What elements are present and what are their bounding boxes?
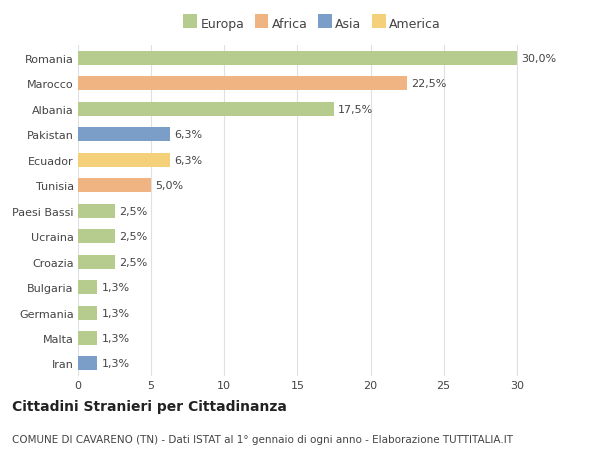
Bar	[78, 357, 97, 371]
Text: 17,5%: 17,5%	[338, 105, 374, 114]
Text: 1,3%: 1,3%	[101, 308, 130, 318]
Bar	[78, 51, 517, 66]
Text: 6,3%: 6,3%	[175, 155, 203, 165]
Text: 1,3%: 1,3%	[101, 358, 130, 369]
Text: 2,5%: 2,5%	[119, 257, 147, 267]
Text: 1,3%: 1,3%	[101, 333, 130, 343]
Bar	[78, 128, 170, 142]
Bar	[78, 102, 334, 117]
Text: 2,5%: 2,5%	[119, 232, 147, 241]
Bar	[78, 331, 97, 345]
Text: COMUNE DI CAVARENO (TN) - Dati ISTAT al 1° gennaio di ogni anno - Elaborazione T: COMUNE DI CAVARENO (TN) - Dati ISTAT al …	[12, 434, 513, 444]
Bar	[78, 204, 115, 218]
Bar	[78, 306, 97, 320]
Legend: Europa, Africa, Asia, America: Europa, Africa, Asia, America	[181, 15, 443, 33]
Bar	[78, 280, 97, 294]
Text: 2,5%: 2,5%	[119, 206, 147, 216]
Text: 22,5%: 22,5%	[412, 79, 447, 89]
Text: 5,0%: 5,0%	[155, 181, 184, 190]
Bar	[78, 77, 407, 91]
Text: 6,3%: 6,3%	[175, 130, 203, 140]
Bar	[78, 179, 151, 193]
Text: 30,0%: 30,0%	[521, 54, 556, 64]
Text: Cittadini Stranieri per Cittadinanza: Cittadini Stranieri per Cittadinanza	[12, 399, 287, 413]
Bar	[78, 230, 115, 244]
Text: 1,3%: 1,3%	[101, 282, 130, 292]
Bar	[78, 153, 170, 167]
Bar	[78, 255, 115, 269]
